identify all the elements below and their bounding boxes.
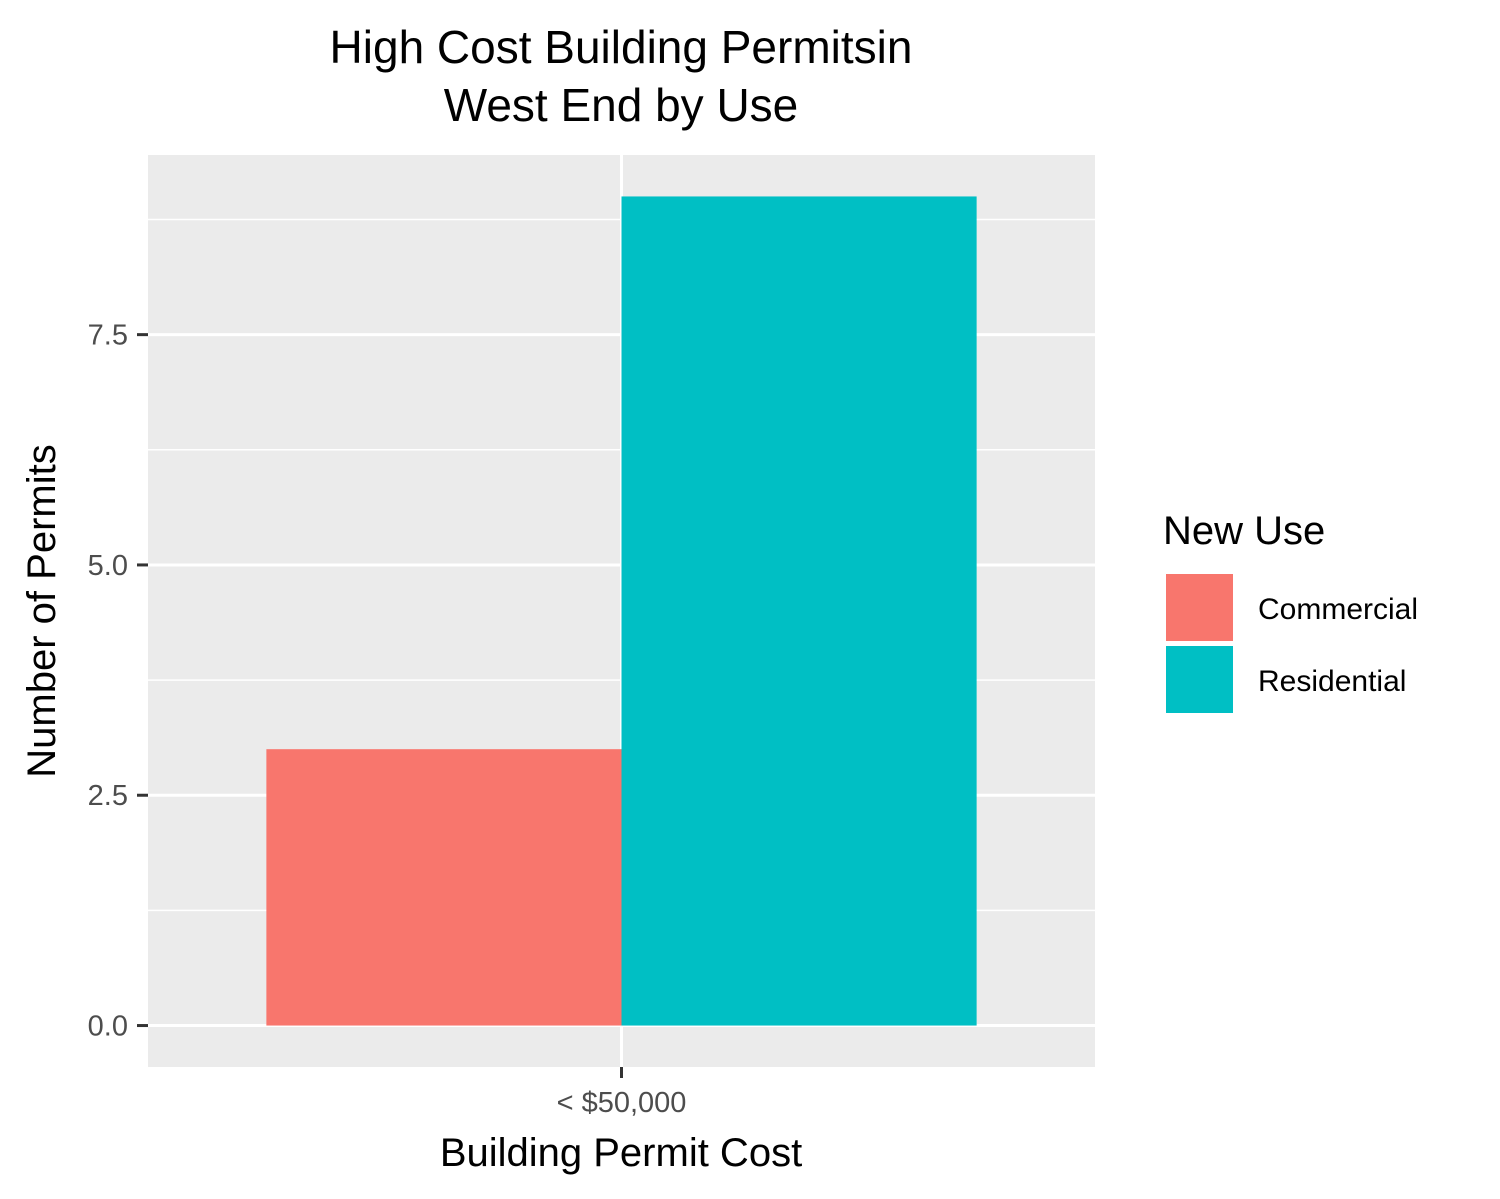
chart-title-line-1: High Cost Building Permitsin bbox=[330, 21, 913, 73]
bar-residential bbox=[621, 196, 977, 1026]
bar-commercial bbox=[266, 749, 622, 1026]
y-tick-label: 7.5 bbox=[88, 320, 128, 352]
legend-label-residential: Residential bbox=[1258, 665, 1406, 698]
legend-key-commercial bbox=[1164, 572, 1235, 643]
chart-title-line-2: West End by Use bbox=[444, 79, 799, 131]
legend-key-residential bbox=[1164, 644, 1235, 715]
y-tick-label: 0.0 bbox=[88, 1011, 128, 1043]
y-axis: 0.0 2.5 5.0 7.5 bbox=[88, 320, 148, 1043]
legend: New Use Commercial Residential bbox=[1163, 509, 1418, 715]
bars bbox=[266, 196, 977, 1026]
x-axis: < $50,000 bbox=[557, 1067, 687, 1119]
x-axis-title: Building Permit Cost bbox=[440, 1131, 802, 1175]
y-tick-label: 5.0 bbox=[88, 550, 128, 582]
legend-label-commercial: Commercial bbox=[1258, 593, 1418, 626]
chart-title: High Cost Building Permitsin West End by… bbox=[330, 21, 913, 131]
x-tick-label: < $50,000 bbox=[557, 1087, 687, 1119]
y-axis-title: Number of Permits bbox=[20, 444, 64, 777]
legend-title: New Use bbox=[1163, 509, 1325, 553]
y-tick-label: 2.5 bbox=[88, 780, 128, 812]
